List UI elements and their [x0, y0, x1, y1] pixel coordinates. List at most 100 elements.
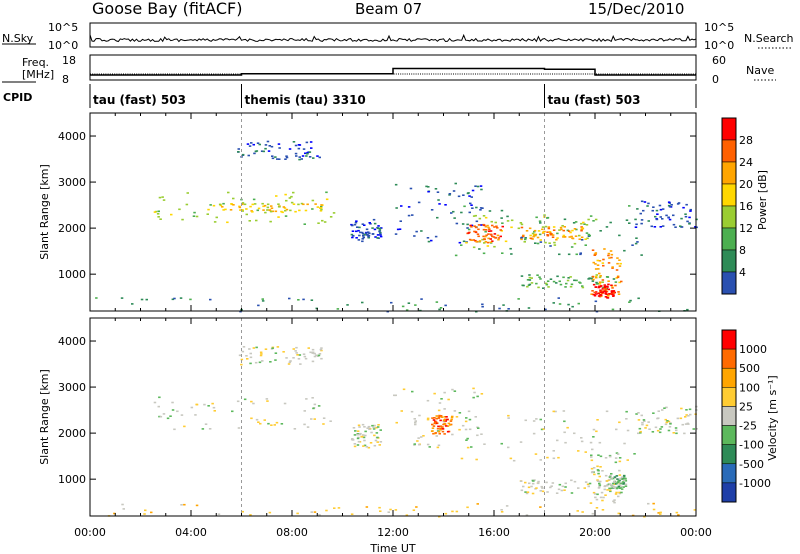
velocity-echo-cell	[609, 490, 612, 493]
power-echo-cell	[487, 230, 491, 232]
velocity-echo-cell	[180, 504, 183, 506]
velocity-echo-cell	[255, 346, 258, 349]
velocity-echo-cell	[143, 513, 146, 515]
velocity-echo-cell	[600, 491, 604, 494]
power-echo-cell	[255, 219, 258, 222]
velocity-echo-cell	[414, 421, 417, 424]
power-echo-cell	[308, 156, 312, 158]
velocity-echo-cell	[539, 459, 542, 461]
velocity-echo-cell	[595, 498, 599, 501]
power-echo-cell	[252, 198, 256, 201]
velocity-echo-cell	[245, 355, 248, 357]
velocity-echo-cell	[545, 481, 548, 484]
power-echo-cell	[415, 230, 418, 233]
velocity-echo-cell	[608, 489, 612, 492]
velocity-echo-cell	[441, 426, 444, 428]
power-echo-cell	[425, 185, 428, 188]
power-echo-cell	[477, 235, 480, 238]
velocity-echo-cell	[539, 490, 542, 492]
velocity-echo-cell	[645, 424, 649, 427]
power-echo-cell	[297, 144, 301, 146]
velocity-echo-cell	[444, 420, 447, 422]
power-echo-cell	[260, 150, 264, 152]
velocity-echo-cell	[468, 428, 472, 431]
velocity-echo-cell	[675, 511, 679, 514]
velocity-echo-cell	[260, 353, 263, 355]
power-echo-cell	[278, 158, 281, 160]
velocity-echo-cell	[357, 440, 361, 443]
power-echo-cell	[262, 209, 265, 211]
velocity-echo-cell	[439, 429, 442, 431]
power-echo-cell	[377, 225, 380, 227]
power-echo-cell	[224, 208, 227, 211]
velocity-echo-cell	[387, 511, 390, 513]
velocity-echo-cell	[652, 502, 655, 505]
velocity-echo-cell	[217, 513, 221, 515]
power-echo-cell	[298, 209, 301, 212]
velocity-echo-cell	[249, 356, 253, 359]
power-echo-cell	[661, 208, 665, 210]
power-echo-cell	[619, 262, 622, 265]
power-echo-cell	[473, 225, 476, 227]
power-echo-cell	[484, 230, 487, 233]
power-echo-cell	[572, 222, 576, 224]
velocity-echo-cell	[289, 360, 292, 362]
power-echo-cell	[562, 234, 566, 237]
velocity-colorbar-frame	[721, 329, 737, 503]
power-echo-cell	[578, 234, 581, 237]
velocity-echo-cell	[285, 357, 288, 359]
velocity-echo-cell	[597, 472, 600, 475]
power-echo-cell	[564, 286, 567, 288]
power-echo-cell	[426, 237, 430, 239]
power-echo-cell	[563, 236, 567, 238]
power-echo-cell	[548, 242, 551, 244]
power-echo-cell	[603, 288, 606, 290]
velocity-echo-cell	[448, 424, 452, 426]
velocity-echo-cell	[573, 432, 576, 435]
velocity-echo-cell	[623, 442, 626, 445]
velocity-y-tick-label: 2000	[58, 427, 86, 440]
power-echo-cell	[189, 298, 192, 301]
velocity-echo-cell	[637, 412, 640, 414]
velocity-echo-cell	[356, 433, 360, 435]
velocity-echo-cell	[598, 484, 602, 486]
velocity-echo-cell	[550, 485, 553, 487]
velocity-echo-cell	[586, 483, 590, 486]
power-echo-cell	[570, 246, 574, 248]
velocity-echo-cell	[615, 475, 619, 477]
velocity-echo-cell	[438, 414, 441, 417]
velocity-echo-cell	[620, 476, 624, 479]
power-echo-cell	[574, 221, 578, 223]
power-echo-cell	[593, 253, 597, 255]
power-echo-cell	[672, 214, 675, 217]
power-echo-cell	[596, 264, 600, 266]
velocity-echo-cell	[566, 426, 569, 429]
velocity-echo-cell	[252, 402, 255, 405]
power-echo-cell	[484, 241, 488, 243]
power-echo-cell	[606, 285, 609, 288]
power-echo-cell	[615, 277, 618, 279]
power-echo-cell	[427, 240, 431, 243]
velocity-echo-cell	[563, 489, 566, 491]
power-echo-cell	[555, 238, 558, 241]
power-echo-cell	[302, 148, 306, 150]
power-echo-cell	[635, 223, 638, 226]
power-echo-cell	[689, 210, 692, 212]
power-echo-cell	[610, 290, 614, 292]
velocity-echo-cell	[615, 428, 618, 431]
power-echo-cell	[556, 237, 559, 239]
power-echo-cell	[367, 235, 370, 238]
power-echo-cell	[255, 150, 259, 152]
velocity-echo-cell	[590, 456, 593, 458]
velocity-echo-cell	[353, 434, 357, 436]
velocity-echo-cell	[620, 488, 624, 490]
power-echo-cell	[477, 224, 481, 226]
power-echo-cell	[607, 252, 611, 255]
velocity-echo-cell	[453, 410, 457, 412]
power-echo-cell	[356, 226, 359, 228]
power-echo-cell	[533, 229, 537, 232]
velocity-echo-cell	[597, 487, 601, 489]
power-echo-cell	[567, 230, 571, 232]
power-echo-cell	[493, 226, 496, 228]
power-echo-cell	[373, 222, 377, 225]
